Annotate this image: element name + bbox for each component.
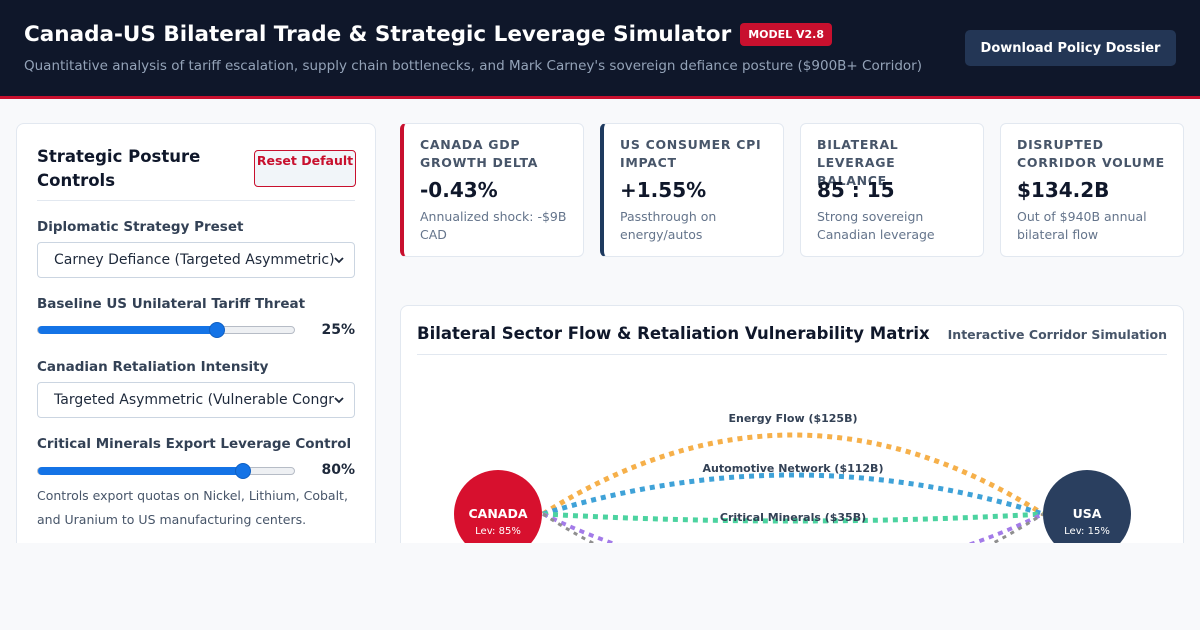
usa-node-label: USA [1073,506,1102,521]
kpi-subtext: Annualized shock: -$9B CAD [420,209,567,242]
retaliation-value: Targeted Asymmetric (Vulnerable Congr [54,392,334,408]
kpi-label: BILATERAL LEVERAGE BALANCE [817,137,899,188]
flow-label-automotive: Automotive Network ($112B) [703,462,884,475]
kpi-label: CANADA GDP GROWTH DELTA [420,137,539,170]
controls-title: Strategic Posture Controls [37,147,201,190]
flow-label-minerals: Critical Minerals ($35B) [720,511,866,524]
kpi-value: +1.55% [620,178,707,202]
chevron-down-icon [334,397,344,404]
canada-node[interactable] [454,470,542,558]
strategic-controls-panel: Strategic Posture Controls Reset Default… [16,123,376,563]
flow-diagram: Energy Flow ($125B) Automotive Network (… [454,412,1131,564]
minerals-help-text: Controls export quotas on Nickel, Lithiu… [37,488,348,527]
kpi-subtext: Passthrough on energy/autos [620,209,717,242]
version-badge: MODEL V2.8 [740,23,832,46]
divider [37,200,355,201]
kpi-card-cpi: US CONSUMER CPI IMPACT +1.55% Passthroug… [600,123,784,257]
retaliation-label: Canadian Retaliation Intensity [37,359,269,375]
kpi-card-gdp: CANADA GDP GROWTH DELTA -0.43% Annualize… [400,123,584,257]
chevron-down-icon [334,257,344,264]
flow-arc-automotive[interactable] [542,472,1044,517]
reset-default-button[interactable]: Reset Default [254,150,356,187]
page-footer-space [0,543,1200,630]
preset-label: Diplomatic Strategy Preset [37,219,244,235]
kpi-value: 85 : 15 [817,178,895,202]
retaliation-select[interactable]: Targeted Asymmetric (Vulnerable Congr [37,382,355,418]
page-title: Canada-US Bilateral Trade & Strategic Le… [24,22,732,47]
download-dossier-button[interactable]: Download Policy Dossier [965,30,1176,66]
minerals-value: 80% [321,462,355,478]
tariff-slider-thumb[interactable] [209,322,226,338]
tariff-value: 25% [321,322,355,338]
matrix-tag: Interactive Corridor Simulation [947,327,1167,342]
flow-label-energy: Energy Flow ($125B) [729,412,858,425]
minerals-slider-thumb[interactable] [234,463,251,479]
flow-arc-energy[interactable] [541,432,1045,517]
matrix-title: Bilateral Sector Flow & Retaliation Vuln… [417,324,930,343]
minerals-slider-fill [38,467,243,475]
kpi-label: US CONSUMER CPI IMPACT [620,137,762,170]
kpi-label: DISRUPTED CORRIDOR VOLUME [1017,137,1165,170]
tariff-slider[interactable] [37,322,295,338]
sector-flow-matrix: Bilateral Sector Flow & Retaliation Vuln… [400,305,1184,565]
divider [417,354,1167,355]
page-subtitle: Quantitative analysis of tariff escalati… [24,58,922,74]
canada-leverage-label: Lev: 85% [475,526,521,537]
strategy-preset-value: Carney Defiance (Targeted Asymmetric) [54,252,335,268]
strategy-preset-select[interactable]: Carney Defiance (Targeted Asymmetric) [37,242,355,278]
kpi-value: $134.2B [1017,178,1110,202]
tariff-label: Baseline US Unilateral Tariff Threat [37,296,306,312]
kpi-value: -0.43% [420,178,498,202]
kpi-subtext: Out of $940B annual bilateral flow [1017,209,1147,242]
usa-node[interactable] [1043,470,1131,558]
canada-node-label: CANADA [468,506,527,521]
kpi-card-leverage: BILATERAL LEVERAGE BALANCE 85 : 15 Stron… [800,123,984,257]
usa-leverage-label: Lev: 15% [1064,526,1110,537]
minerals-slider[interactable] [37,463,295,479]
tariff-slider-fill [38,326,218,334]
minerals-label: Critical Minerals Export Leverage Contro… [37,436,352,452]
title-row: Canada-US Bilateral Trade & Strategic Le… [24,22,832,47]
kpi-subtext: Strong sovereign Canadian leverage [817,209,935,242]
app-header: Canada-US Bilateral Trade & Strategic Le… [0,0,1200,99]
kpi-card-corridor: DISRUPTED CORRIDOR VOLUME $134.2B Out of… [1000,123,1184,257]
flow-arc-minerals[interactable] [542,511,1044,524]
